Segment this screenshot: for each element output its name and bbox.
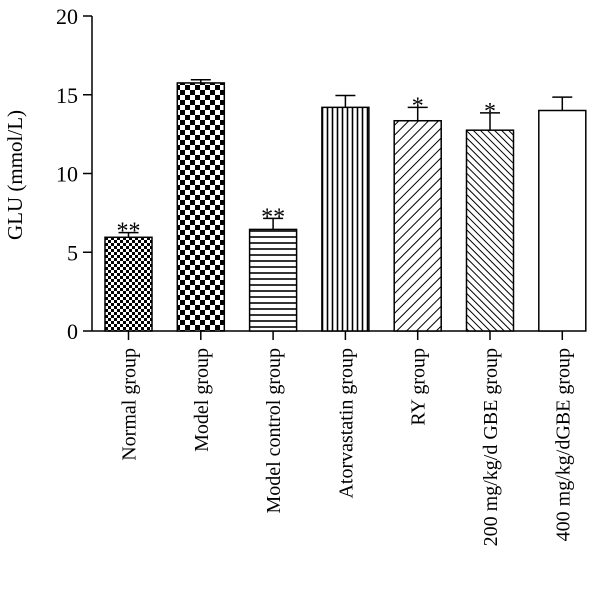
category-label: 400 mg/kg/dGBE group [552,348,574,541]
category-label: Model group [191,348,213,452]
bar [465,129,515,332]
x-axis [92,330,564,340]
significance-label: * [412,93,424,119]
y-tick-label: 20 [56,4,78,29]
category-label: Atorvastatin group [335,348,357,499]
significance-label: ** [261,204,285,230]
category-label: Normal group [119,348,141,461]
y-tick-label: 15 [56,83,78,108]
bar [248,228,298,332]
bars [104,82,587,332]
y-tick-label: 10 [56,162,78,187]
error-bars [118,79,573,238]
y-tick-label: 0 [67,319,78,344]
bar [104,236,153,332]
category-label: 200 mg/kg/d GBE group [480,348,502,546]
bar [321,106,370,332]
bar [393,119,442,332]
significance-label: * [484,99,496,125]
bar [176,82,226,332]
significance-markers: ***** * [117,93,497,244]
category-label: Model control group [263,348,285,514]
category-labels: Normal group Model group Model control gro… [119,348,575,546]
significance-label: ** [117,219,141,245]
y-axis: 0 5 10 15 20 [56,4,93,344]
y-axis-label: GLU (mmol/L) [3,110,27,240]
bar [538,109,587,332]
category-label: RY group [408,348,430,426]
y-tick-label: 5 [67,240,78,265]
